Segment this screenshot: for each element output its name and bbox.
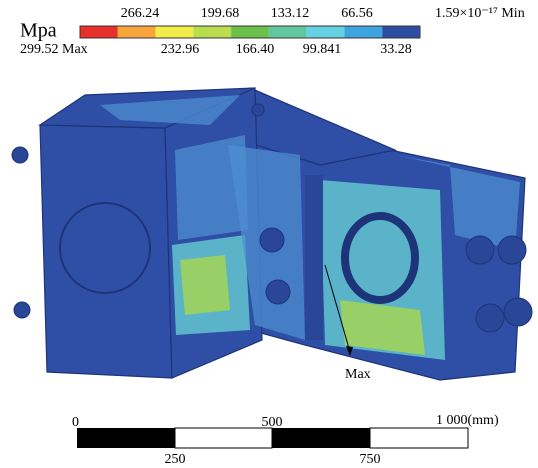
scale-black	[77, 428, 175, 448]
legend-label: 166.40	[236, 42, 275, 57]
color-swatch	[344, 26, 382, 38]
legend-label: 1.59×10⁻¹⁷ Min	[435, 6, 525, 21]
legend-label: 133.12	[271, 6, 310, 21]
scale-bar	[77, 428, 468, 448]
unit-label: Mpa	[20, 20, 57, 42]
scale-label: 250	[165, 452, 186, 467]
legend-label: 199.68	[201, 6, 240, 21]
figure: Mpa Max 0 500 1 000(mm) 250 750 266.24 19…	[0, 0, 538, 468]
stress-patch	[180, 255, 230, 315]
legend-label: 66.56	[341, 6, 373, 21]
flange	[305, 175, 323, 340]
scale-white	[370, 428, 468, 448]
color-swatch	[118, 26, 156, 38]
scale-label: 500	[262, 415, 283, 430]
color-swatch	[307, 26, 345, 38]
color-bar	[80, 26, 420, 38]
color-swatch	[382, 26, 420, 38]
scale-label: 0	[72, 415, 79, 430]
color-swatch	[269, 26, 307, 38]
legend-label: 33.28	[380, 42, 412, 57]
legend-label: 232.96	[161, 42, 200, 57]
color-swatch	[231, 26, 269, 38]
max-label: Max	[345, 367, 371, 382]
legend-label: 299.52 Max	[20, 42, 88, 57]
color-swatch	[156, 26, 194, 38]
legend-label: 99.841	[303, 42, 342, 57]
color-swatch	[193, 26, 231, 38]
scale-black	[272, 428, 370, 448]
legend-label: 266.24	[121, 6, 160, 21]
scale-label: 750	[360, 452, 381, 467]
color-swatch	[80, 26, 118, 38]
scale-label: 1 000(mm)	[436, 413, 499, 428]
model	[12, 88, 532, 380]
scale-white	[175, 428, 272, 448]
